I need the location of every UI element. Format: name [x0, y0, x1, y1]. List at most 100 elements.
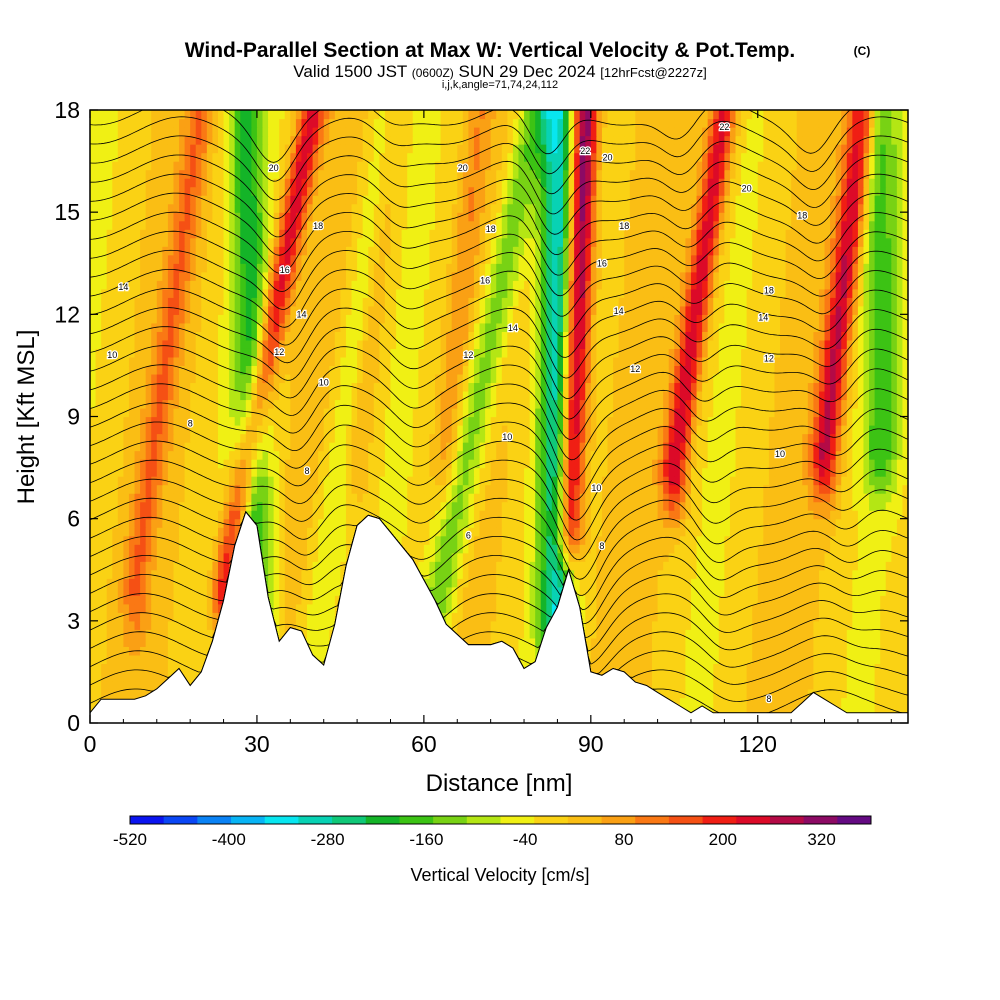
field-cell	[90, 688, 97, 699]
field-cell	[145, 561, 152, 571]
field-cell	[674, 476, 681, 486]
field-cell	[780, 612, 787, 622]
field-cell	[635, 484, 642, 494]
field-cell	[268, 467, 275, 477]
field-cell	[574, 467, 581, 477]
field-cell	[151, 450, 158, 460]
field-cell	[468, 476, 475, 486]
field-cell	[624, 493, 631, 503]
field-cell	[718, 493, 725, 503]
field-cell	[435, 510, 442, 520]
field-cell	[128, 467, 136, 477]
field-cell	[735, 586, 742, 596]
field-cell	[785, 620, 792, 630]
field-cell	[468, 569, 475, 579]
field-cell	[568, 476, 575, 486]
field-cell	[802, 603, 809, 613]
field-cell	[206, 561, 214, 571]
field-cell	[752, 697, 759, 707]
field-cell	[479, 433, 486, 443]
field-cell	[145, 544, 152, 554]
field-cell	[830, 671, 837, 682]
field-cell	[674, 501, 681, 511]
field-cell	[479, 484, 486, 494]
field-cell	[401, 535, 408, 545]
field-cell	[763, 561, 770, 571]
field-cell	[774, 603, 781, 613]
field-cell	[117, 663, 124, 673]
field-cell	[824, 654, 831, 664]
field-cell	[724, 578, 731, 588]
field-cell	[318, 654, 325, 664]
field-cell	[707, 527, 714, 537]
field-cell	[574, 561, 581, 571]
field-cell	[590, 518, 597, 528]
field-cell	[763, 620, 770, 630]
field-cell	[90, 578, 97, 588]
field-cell	[195, 467, 202, 477]
field-cell	[546, 450, 553, 460]
field-cell	[117, 595, 124, 605]
field-cell	[268, 561, 275, 571]
field-cell	[896, 484, 904, 494]
field-cell	[535, 586, 542, 596]
field-cell	[568, 569, 575, 579]
field-cell	[718, 569, 725, 579]
field-cell	[90, 663, 97, 673]
field-cell	[529, 578, 536, 588]
field-cell	[357, 459, 364, 469]
field-cell	[635, 671, 642, 682]
field-cell	[596, 467, 603, 477]
field-cell	[768, 569, 776, 579]
field-cell	[679, 493, 687, 503]
field-cell	[813, 578, 820, 588]
field-cell	[841, 595, 848, 605]
field-cell	[857, 510, 865, 520]
field-cell	[640, 586, 648, 596]
field-cell	[774, 484, 781, 494]
field-cell	[451, 527, 458, 537]
field-cell	[507, 578, 514, 588]
field-cell	[713, 578, 720, 588]
field-cell	[334, 569, 341, 579]
field-cell	[90, 476, 97, 486]
field-cell	[329, 561, 336, 571]
field-cell	[435, 433, 442, 443]
field-cell	[685, 467, 692, 477]
field-cell	[307, 527, 314, 537]
field-cell	[529, 637, 536, 647]
field-cell	[863, 629, 870, 639]
field-cell	[635, 561, 642, 571]
field-cell	[774, 637, 781, 647]
field-cell	[874, 450, 881, 460]
field-cell	[891, 527, 898, 537]
field-cell	[690, 595, 698, 605]
field-cell	[585, 484, 592, 494]
field-cell	[184, 510, 191, 520]
field-cell	[151, 442, 158, 452]
field-cell	[479, 442, 486, 452]
field-cell	[624, 467, 631, 477]
field-cell	[90, 680, 97, 690]
field-cell	[607, 493, 614, 503]
field-cell	[690, 433, 698, 443]
field-cell	[635, 629, 642, 639]
field-cell	[284, 595, 291, 605]
field-cell	[435, 518, 442, 528]
field-cell	[718, 578, 725, 588]
field-cell	[446, 569, 453, 579]
field-cell	[301, 459, 308, 469]
field-cell	[429, 493, 436, 503]
field-cell	[340, 450, 347, 460]
field-cell	[668, 467, 675, 477]
field-cell	[846, 450, 853, 460]
field-cell	[590, 510, 597, 520]
field-cell	[807, 654, 814, 664]
field-cell	[624, 586, 631, 596]
field-cell	[857, 697, 865, 707]
field-cell	[290, 535, 297, 545]
field-cell	[95, 450, 102, 460]
field-cell	[479, 535, 486, 545]
field-cell	[646, 654, 653, 664]
